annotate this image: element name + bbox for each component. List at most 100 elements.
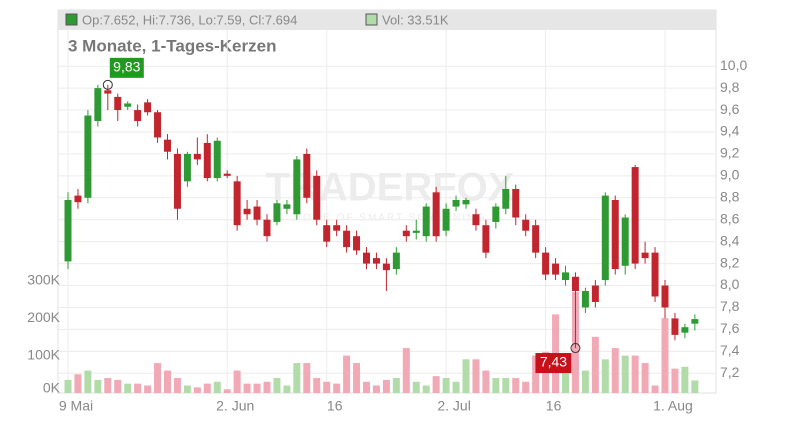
y2-tick-label: 100K — [27, 346, 60, 362]
candle-body — [333, 225, 341, 231]
candle-body — [591, 285, 599, 302]
volume-bar — [84, 370, 92, 393]
candle-body — [343, 230, 351, 248]
y-tick-label: 9,8 — [720, 79, 740, 95]
volume-bar — [482, 370, 490, 393]
volume-bar — [611, 348, 619, 393]
candle-body — [422, 206, 430, 237]
volume-bar — [601, 359, 609, 393]
volume-bar — [114, 379, 122, 393]
candle-body — [691, 319, 699, 324]
x-tick-label: 1. Aug — [653, 398, 693, 414]
x-tick-label: 16 — [546, 398, 562, 414]
candle-body — [402, 230, 410, 237]
y2-tick-label: 200K — [27, 309, 60, 325]
volume-bar — [203, 383, 211, 393]
y-tick-label: 9,2 — [720, 145, 740, 161]
candle-body — [542, 252, 550, 275]
candle-body — [502, 189, 510, 209]
volume-bar — [462, 359, 470, 393]
candle-body — [124, 103, 132, 107]
candle-body — [611, 199, 619, 270]
candle-body — [681, 327, 689, 333]
candle-body — [562, 272, 569, 281]
candle-body — [641, 252, 649, 259]
y-tick-label: 8,8 — [720, 188, 740, 204]
candle-body — [532, 225, 540, 253]
candle-body — [213, 140, 221, 179]
candle-body — [64, 199, 72, 262]
candle-body — [223, 173, 231, 176]
candle-body — [273, 203, 281, 222]
candle-body — [263, 219, 271, 237]
volume-bar — [253, 383, 261, 393]
candle-body — [472, 214, 480, 226]
y-tick-label: 9,0 — [720, 167, 740, 183]
candle-body — [84, 115, 92, 198]
volume-bar — [581, 370, 589, 393]
volume-bar — [382, 379, 390, 393]
candle-body — [303, 153, 311, 198]
volume-bar — [313, 378, 321, 393]
volume-bar — [372, 385, 380, 393]
max-label: 9,83 — [113, 59, 140, 75]
x-tick-label: 2. Jul — [437, 398, 470, 414]
candle-body — [164, 139, 171, 152]
candle-body — [183, 153, 191, 182]
candle-body — [293, 159, 301, 215]
x-tick-label: 16 — [327, 398, 343, 414]
volume-bar — [661, 318, 669, 393]
volume-bar — [681, 366, 689, 393]
volume-legend-swatch — [365, 13, 378, 26]
candle-body — [104, 90, 112, 94]
y-tick-label: 7,2 — [720, 364, 740, 380]
volume-bar — [472, 359, 480, 393]
y-tick-label: 8,2 — [720, 254, 740, 270]
candle-body — [412, 230, 420, 233]
candle-body — [144, 102, 152, 113]
x-tick-label: 2. Jun — [216, 398, 254, 414]
volume-bar — [651, 385, 659, 393]
volume-bar — [173, 378, 181, 393]
volume-bar — [154, 363, 162, 393]
volume-bar — [293, 363, 301, 393]
candle-body — [651, 252, 659, 297]
y-tick-label: 7,8 — [720, 298, 740, 314]
volume-bar — [164, 370, 171, 393]
volume-bar — [183, 385, 191, 393]
y-tick-label: 7,4 — [720, 342, 740, 358]
volume-bar — [124, 383, 132, 393]
candle-body — [253, 206, 261, 220]
candle-body — [512, 189, 520, 218]
candle-body — [372, 258, 380, 264]
candle-body — [114, 96, 122, 111]
candle-body — [243, 208, 251, 215]
candle-body — [671, 318, 679, 335]
volume-bar — [363, 381, 370, 393]
candle-body — [552, 263, 560, 275]
subtitle: 3 Monate, 1-Tages-Kerzen — [68, 36, 276, 55]
candle-body — [492, 206, 500, 222]
max-marker — [102, 79, 113, 90]
volume-bar — [412, 381, 420, 393]
volume-bar — [522, 381, 530, 393]
volume-bar — [422, 385, 430, 393]
candle-body — [392, 252, 400, 270]
y-tick-label: 8,4 — [720, 232, 740, 248]
volume-bar — [691, 380, 699, 393]
volume-header: Vol: 33.51K — [382, 12, 449, 27]
candle-body — [452, 199, 460, 207]
volume-bar — [64, 379, 72, 393]
volume-bar — [432, 376, 440, 393]
candle-body — [382, 263, 390, 271]
candle-body — [482, 225, 490, 253]
volume-bar — [104, 378, 112, 393]
volume-bar — [442, 378, 450, 393]
volume-bar — [303, 363, 311, 393]
volume-bar — [402, 348, 410, 393]
min-marker — [570, 343, 581, 354]
y-tick-label: 9,6 — [720, 101, 740, 117]
y-tick-label: 8,0 — [720, 276, 740, 292]
volume-bar — [502, 378, 510, 393]
